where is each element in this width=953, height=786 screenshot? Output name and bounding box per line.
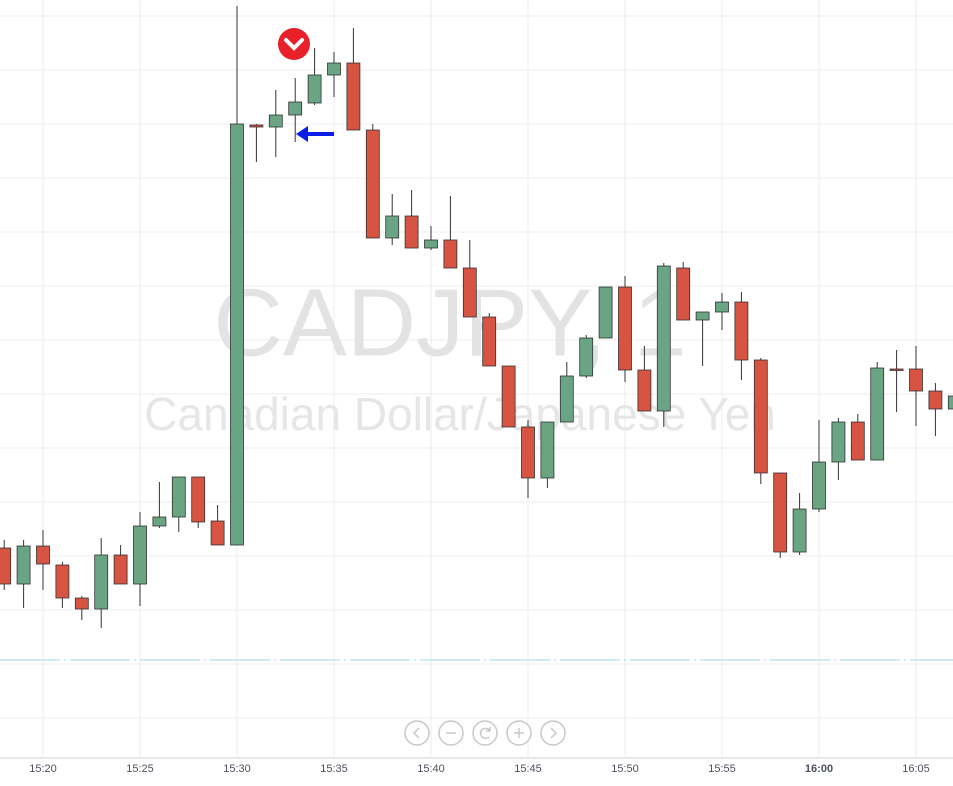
sell-marker — [278, 28, 310, 60]
candle-body — [715, 301, 729, 313]
candle-body — [521, 426, 535, 479]
candle-body — [501, 365, 516, 428]
candle-body — [171, 476, 186, 518]
candle-body — [753, 359, 768, 474]
candle-body — [540, 421, 555, 479]
candle-body — [152, 516, 167, 527]
candle-body — [676, 267, 691, 321]
candle-body — [94, 554, 109, 610]
zoom-in[interactable] — [506, 720, 532, 746]
candle-body — [113, 554, 128, 585]
candle-body — [850, 421, 865, 461]
candle-body — [637, 369, 652, 412]
candle-body — [482, 316, 497, 367]
candle-body — [327, 62, 341, 76]
candle-body — [812, 461, 826, 510]
x-tick-label: 15:50 — [611, 763, 639, 775]
candle-body — [191, 476, 206, 523]
candle-body — [16, 545, 31, 585]
candle-body — [74, 597, 89, 610]
reset[interactable] — [472, 720, 498, 746]
candle-body — [831, 421, 846, 463]
candle-body — [404, 215, 419, 249]
candle-body — [792, 508, 807, 553]
candle-body — [133, 525, 147, 585]
nav-buttons — [404, 720, 566, 746]
candle-body — [443, 239, 458, 269]
candle-body — [230, 123, 244, 546]
zoom-out[interactable] — [438, 720, 464, 746]
x-tick-label: 15:45 — [514, 763, 542, 775]
candle-body — [870, 367, 885, 461]
candle-body — [0, 547, 12, 585]
x-tick-label: 15:25 — [126, 763, 154, 775]
candle-body — [773, 472, 788, 553]
candle-body — [618, 286, 632, 371]
candle-body — [598, 286, 613, 339]
scroll-right[interactable] — [540, 720, 566, 746]
grid — [0, 0, 953, 758]
candle-body — [579, 337, 594, 377]
entry-arrow — [296, 126, 334, 142]
candle-body — [889, 368, 904, 371]
candle-body — [307, 74, 322, 104]
candle-body — [928, 390, 943, 410]
x-tick-label: 15:55 — [708, 763, 736, 775]
candle-body — [734, 301, 749, 361]
candle-body — [36, 545, 50, 565]
candles — [0, 6, 953, 628]
candle-body — [424, 239, 438, 249]
candle-body — [346, 62, 361, 131]
x-tick-label: 16:00 — [805, 763, 833, 775]
x-tick-label: 15:20 — [29, 763, 57, 775]
candle-body — [559, 375, 574, 423]
candle-body — [210, 520, 225, 546]
scroll-left[interactable] — [404, 720, 430, 746]
watermark-symbol: CADJPY, 1 — [213, 269, 686, 376]
candle-body — [909, 368, 923, 392]
candle-body — [249, 124, 264, 128]
candle-body — [288, 101, 303, 116]
x-tick-label: 15:30 — [223, 763, 251, 775]
candle-body — [462, 267, 477, 318]
x-tick-label: 16:05 — [902, 763, 930, 775]
x-axis: 15:20 15:25 15:30 15:35 15:40 15:45 15:50 15:55… — [29, 763, 930, 775]
candle-body — [385, 215, 400, 239]
x-tick-label: 15:35 — [320, 763, 348, 775]
candle-body — [268, 114, 283, 128]
x-tick-label: 15:40 — [417, 763, 445, 775]
candle-body — [695, 311, 710, 321]
candle-body — [656, 265, 671, 412]
candle-body — [55, 564, 70, 599]
candle-body — [947, 395, 953, 410]
candle-body — [365, 129, 380, 239]
